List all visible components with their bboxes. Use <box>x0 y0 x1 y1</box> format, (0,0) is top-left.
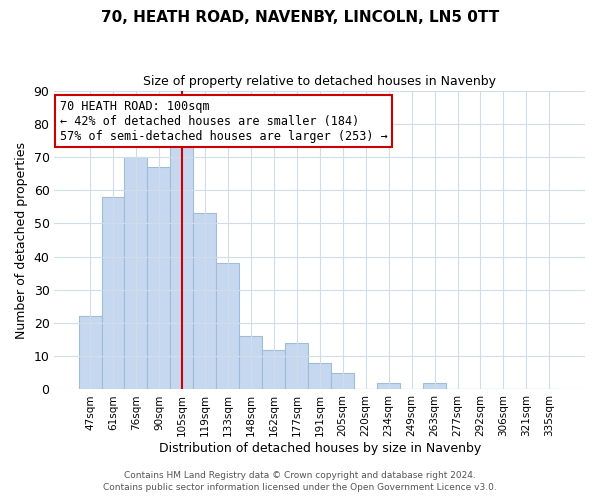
X-axis label: Distribution of detached houses by size in Navenby: Distribution of detached houses by size … <box>158 442 481 455</box>
Text: 70 HEATH ROAD: 100sqm
← 42% of detached houses are smaller (184)
57% of semi-det: 70 HEATH ROAD: 100sqm ← 42% of detached … <box>60 100 388 142</box>
Bar <box>423 383 446 390</box>
Bar <box>193 214 217 390</box>
Title: Size of property relative to detached houses in Navenby: Size of property relative to detached ho… <box>143 75 496 88</box>
Text: Contains HM Land Registry data © Crown copyright and database right 2024.
Contai: Contains HM Land Registry data © Crown c… <box>103 471 497 492</box>
Bar <box>79 316 101 390</box>
Bar <box>331 373 354 390</box>
Bar <box>239 336 262 390</box>
Bar <box>377 383 400 390</box>
Bar <box>148 167 170 390</box>
Bar <box>262 350 285 390</box>
Bar <box>124 157 148 390</box>
Bar <box>285 343 308 390</box>
Text: 70, HEATH ROAD, NAVENBY, LINCOLN, LN5 0TT: 70, HEATH ROAD, NAVENBY, LINCOLN, LN5 0T… <box>101 10 499 25</box>
Bar <box>170 140 193 390</box>
Y-axis label: Number of detached properties: Number of detached properties <box>15 142 28 338</box>
Bar <box>308 363 331 390</box>
Bar <box>101 197 124 390</box>
Bar <box>217 264 239 390</box>
